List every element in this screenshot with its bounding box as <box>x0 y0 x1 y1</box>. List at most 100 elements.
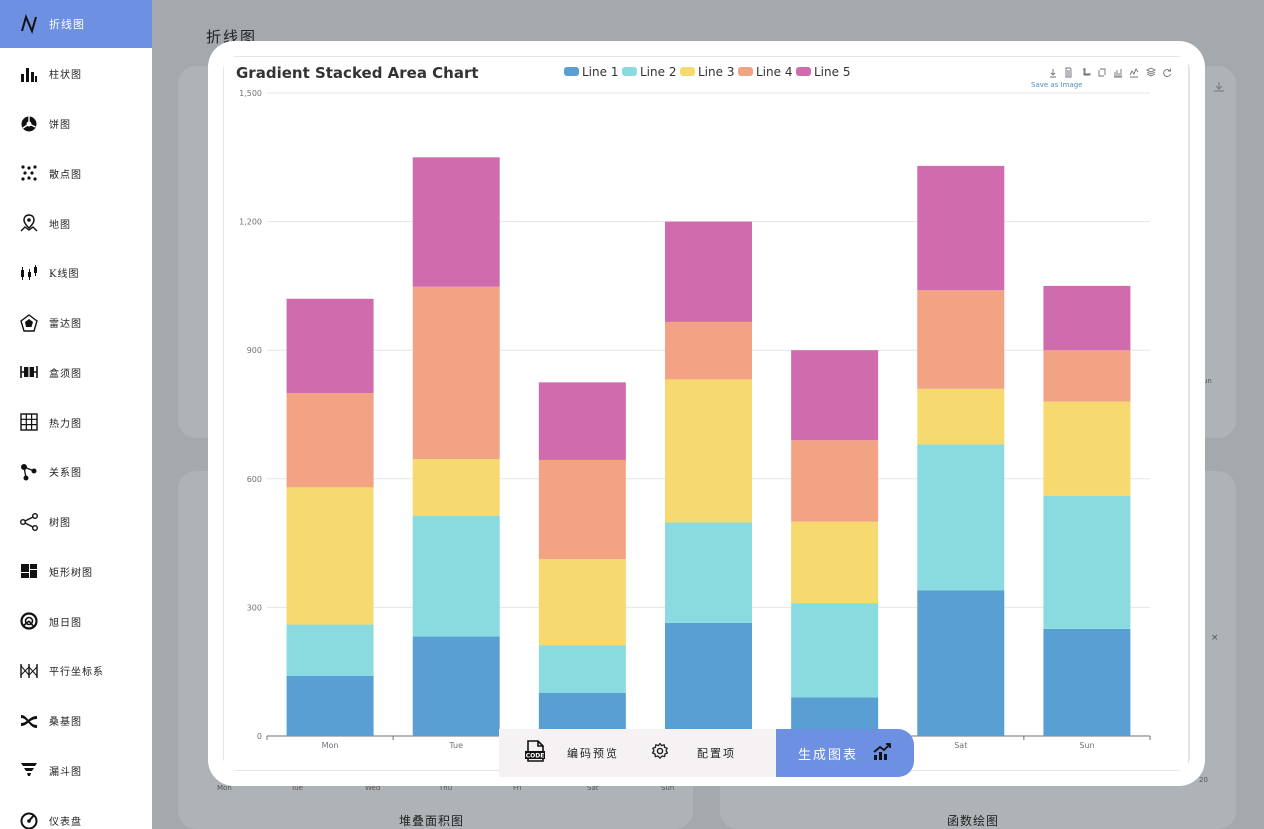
legend-swatch <box>796 67 811 76</box>
bar-segment <box>286 393 374 488</box>
sidebar-item-label: K线图 <box>49 269 80 281</box>
bar-segment <box>665 379 752 523</box>
config-label: 配置项 <box>697 747 736 760</box>
sunburst-icon <box>19 611 39 631</box>
sidebar-item-label: 散点图 <box>49 169 82 181</box>
download-icon <box>1050 69 1056 78</box>
bg-axis-day-label: Tue <box>291 784 303 792</box>
funnel-icon <box>19 760 39 780</box>
bar-segment <box>412 515 500 637</box>
code-preview-button[interactable]: CODE 编码预览 <box>523 729 619 777</box>
y-tick-label: 1,200 <box>239 218 262 227</box>
code-file-icon: CODE <box>523 739 547 767</box>
graph-icon <box>19 462 39 482</box>
sidebar-item-map-pin[interactable]: 地图 <box>0 199 152 247</box>
legend-label: Line 4 <box>756 65 792 79</box>
bar-segment <box>412 636 500 736</box>
sidebar-item-parallel[interactable]: 平行坐标系 <box>0 647 152 695</box>
sidebar-item-line-chart[interactable]: 折线图 <box>0 0 152 48</box>
bar-segment <box>538 645 626 693</box>
stacked-bar-chart: Gradient Stacked Area Chart 0 300 600 900 1,2… <box>236 64 1171 750</box>
bar-segment <box>665 522 752 623</box>
bar-segment <box>917 590 1005 736</box>
y-tick-label: 600 <box>247 475 262 484</box>
bg-misc-close: × <box>1211 633 1219 643</box>
code-preview-label: 编码预览 <box>567 747 619 760</box>
svg-text:CODE: CODE <box>526 753 545 760</box>
bg-misc-text: 20 <box>1199 776 1208 784</box>
chart-container: Gradient Stacked Area Chart 0 300 600 900 1,2… <box>224 57 1188 770</box>
sidebar-item-label: 矩形树图 <box>49 567 93 579</box>
sidebar: 折线图柱状图饼图散点图地图 K线图雷达图盒须图热力图关系图树图矩形树图旭日图平行坐… <box>0 0 152 829</box>
zoom-icon <box>1083 68 1091 76</box>
sidebar-item-bar-chart[interactable]: 柱状图 <box>0 50 152 98</box>
scatter-icon <box>19 163 39 183</box>
toolbox-tooltip: Save as Image <box>1031 81 1083 89</box>
sidebar-item-boxplot[interactable]: 盒须图 <box>0 348 152 396</box>
sidebar-item-label: 仪表盘 <box>49 816 82 828</box>
bar-segment <box>791 521 879 604</box>
sidebar-item-scatter[interactable]: 散点图 <box>0 149 152 197</box>
sidebar-item-label: 桑基图 <box>49 717 82 728</box>
y-tick-label: 0 <box>257 732 262 741</box>
bar-chart-icon <box>19 64 39 84</box>
bar-segment <box>538 692 626 736</box>
bottom-toolbar: CODE 编码预览 配置项 生成图表 <box>499 729 914 777</box>
legend-label: Line 2 <box>640 65 676 79</box>
pie-chart-icon <box>19 114 39 134</box>
sidebar-item-label: 雷达图 <box>49 319 82 330</box>
generate-chart-button[interactable]: 生成图表 <box>776 729 914 777</box>
bar-segment <box>412 459 500 516</box>
stack-icon <box>1145 67 1157 77</box>
sidebar-item-funnel[interactable]: 漏斗图 <box>0 746 152 794</box>
sidebar-item-graph[interactable]: 关系图 <box>0 448 152 496</box>
sidebar-item-sankey[interactable]: 桑基图 <box>0 697 152 745</box>
bar-segment <box>917 290 1005 389</box>
chart-title: Gradient Stacked Area Chart <box>236 64 479 82</box>
bar-segment <box>1043 350 1131 402</box>
bar-segment <box>665 321 752 380</box>
sidebar-item-candlestick[interactable]: K线图 <box>0 249 152 297</box>
bar-segment <box>538 558 626 646</box>
y-tick-label: 900 <box>247 346 262 355</box>
parallel-icon <box>19 661 39 681</box>
bar-segment <box>412 157 500 287</box>
bg-axis-day-label: Thu <box>439 784 453 792</box>
bar-segment <box>1043 401 1131 496</box>
bar-switch-icon <box>1114 69 1122 78</box>
restore-icon <box>1163 68 1171 77</box>
boxplot-icon <box>19 362 39 382</box>
sidebar-item-label: 漏斗图 <box>49 766 82 778</box>
sidebar-item-label: 关系图 <box>49 468 82 480</box>
y-tick-label: 1,500 <box>239 89 262 98</box>
sidebar-item-label: 热力图 <box>49 418 82 430</box>
bar-segment <box>791 350 879 441</box>
sidebar-item-pie-chart[interactable]: 饼图 <box>0 100 152 148</box>
bar-segment <box>1043 495 1131 629</box>
bg-misc-text: un <box>1203 377 1212 385</box>
bar-segment <box>538 459 626 559</box>
tree-icon <box>19 512 39 532</box>
x-tick-label: Sat <box>954 741 967 750</box>
sidebar-item-treemap[interactable]: 矩形树图 <box>0 547 152 595</box>
bar-segment <box>286 624 374 676</box>
sankey-icon <box>19 711 39 731</box>
sidebar-item-label: 柱状图 <box>49 70 82 82</box>
bg-axis-day-label: Fri <box>513 784 522 792</box>
bar-segment <box>917 388 1005 445</box>
sidebar-item-sunburst[interactable]: 旭日图 <box>0 597 152 645</box>
bar-segment <box>917 444 1005 591</box>
sidebar-item-tree[interactable]: 树图 <box>0 498 152 546</box>
bg-download-icon <box>1213 78 1225 97</box>
sidebar-item-label: 地图 <box>49 219 71 231</box>
config-button[interactable]: 配置项 <box>651 729 736 777</box>
sidebar-item-heatmap[interactable]: 热力图 <box>0 398 152 446</box>
x-tick-label: Mon <box>322 741 339 750</box>
sidebar-item-label: 树图 <box>49 518 71 529</box>
bg-axis-day-label: Mon <box>217 784 232 792</box>
x-tick-label: Sun <box>1079 741 1094 750</box>
sidebar-item-gauge[interactable]: 仪表盘 <box>0 796 152 829</box>
sidebar-item-radar[interactable]: 雷达图 <box>0 299 152 347</box>
bg-axis-day-label: Wed <box>365 784 381 792</box>
sidebar-item-label: 旭日图 <box>49 617 82 629</box>
